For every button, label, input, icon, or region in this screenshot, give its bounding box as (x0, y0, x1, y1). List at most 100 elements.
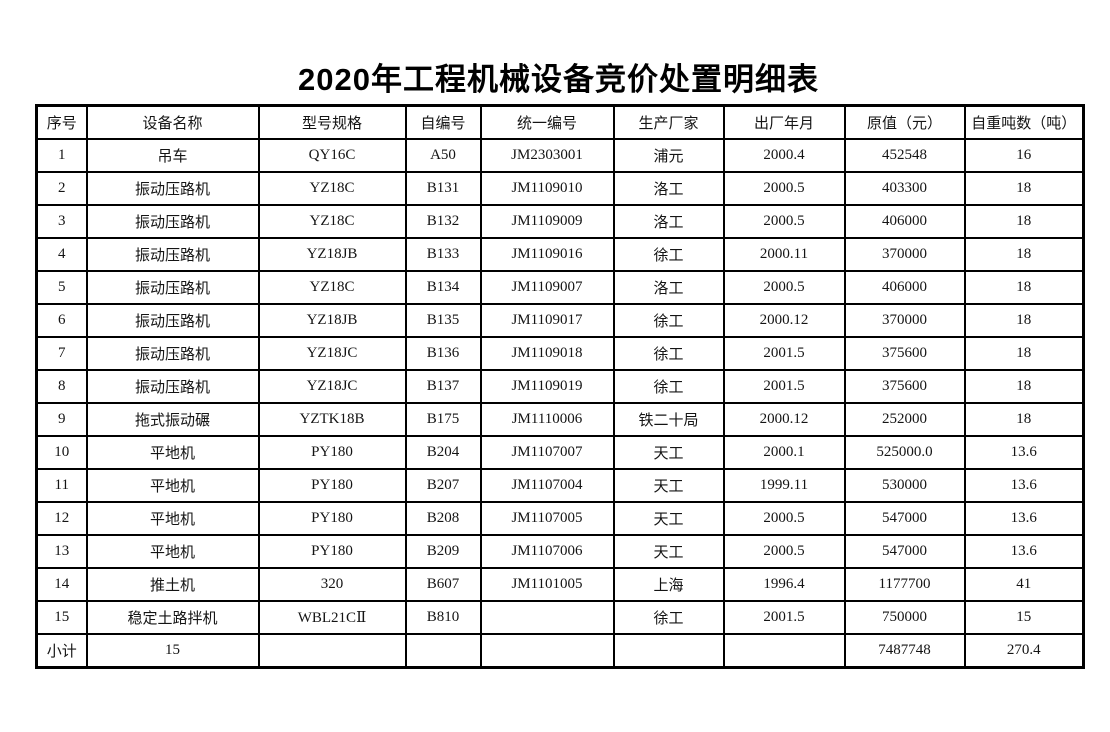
table-cell: 7487748 (843, 633, 966, 669)
column-header: 原值（元） (843, 104, 966, 140)
table-cell: 天工 (612, 435, 725, 470)
column-header: 生产厂家 (612, 104, 725, 140)
table-cell: JM2303001 (479, 138, 615, 173)
table-cell: YZ18JB (257, 237, 407, 272)
table-cell: 振动压路机 (85, 369, 260, 404)
table-cell: 1 (35, 138, 88, 173)
table-cell: PY180 (257, 435, 407, 470)
table-cell: 徐工 (612, 237, 725, 272)
table-cell: JM1109018 (479, 336, 615, 371)
table-cell (722, 633, 846, 669)
table-cell: B133 (404, 237, 482, 272)
table-cell: JM1109016 (479, 237, 615, 272)
table-cell (612, 633, 725, 669)
table-cell: JM1110006 (479, 402, 615, 437)
table-cell: JM1107005 (479, 501, 615, 536)
table-cell (479, 633, 615, 669)
table-cell: JM1101005 (479, 567, 615, 602)
table-cell: 270.4 (963, 633, 1085, 669)
table-cell: B132 (404, 204, 482, 239)
table-cell: 1177700 (843, 567, 966, 602)
table-cell (257, 633, 407, 669)
table-cell: 18 (963, 402, 1085, 437)
table-cell: 525000.0 (843, 435, 966, 470)
table-cell: 小计 (35, 633, 88, 669)
table-cell (404, 633, 482, 669)
table-cell: 13.6 (963, 468, 1085, 503)
table-cell: 18 (963, 303, 1085, 338)
table-cell: JM1109009 (479, 204, 615, 239)
table-row: 13 平地机 PY180 B209 JM1107006 天工 2000.5 547000 13.… (35, 534, 1085, 569)
table-row: 6 振动压路机 YZ18JB B135 JM1109017 徐工 2000.12 370000… (35, 303, 1085, 338)
column-header: 自重吨数（吨） (963, 104, 1085, 140)
table-cell: 13 (35, 534, 88, 569)
table-cell: A50 (404, 138, 482, 173)
table-cell: YZ18JB (257, 303, 407, 338)
table-cell: 天工 (612, 501, 725, 536)
table-cell: B131 (404, 171, 482, 206)
table-cell: 18 (963, 336, 1085, 371)
table-cell: 2001.5 (722, 336, 846, 371)
table-cell: 1996.4 (722, 567, 846, 602)
table-cell: 8 (35, 369, 88, 404)
table-cell: B175 (404, 402, 482, 437)
table-cell: WBL21CⅡ (257, 600, 407, 635)
table-cell: 拖式振动碾 (85, 402, 260, 437)
document-sheet: 2020年工程机械设备竞价处置明细表 序号 设备名称 型号规格 自编号 统一编号 生产厂家… (35, 0, 1085, 669)
table-cell: YZTK18B (257, 402, 407, 437)
column-header: 统一编号 (479, 104, 615, 140)
table-row: 7 振动压路机 YZ18JC B136 JM1109018 徐工 2001.5 375600 1… (35, 336, 1085, 371)
table-cell: 10 (35, 435, 88, 470)
subtotal-row: 小计 15 7487748 270.4 (35, 633, 1085, 669)
table-cell: JM1107006 (479, 534, 615, 569)
table-cell: B208 (404, 501, 482, 536)
table-cell: JM1107004 (479, 468, 615, 503)
column-header: 序号 (35, 104, 88, 140)
table-cell: 稳定土路拌机 (85, 600, 260, 635)
table-cell: 2000.1 (722, 435, 846, 470)
table-cell: 洛工 (612, 171, 725, 206)
table-cell: 7 (35, 336, 88, 371)
table-cell: 推土机 (85, 567, 260, 602)
table-row: 10 平地机 PY180 B204 JM1107007 天工 2000.1 525000.0 1… (35, 435, 1085, 470)
table-cell: 370000 (843, 303, 966, 338)
table-cell: JM1109010 (479, 171, 615, 206)
table-cell: JM1109019 (479, 369, 615, 404)
table-cell: 18 (963, 204, 1085, 239)
table-cell: 406000 (843, 204, 966, 239)
table-cell: YZ18JC (257, 369, 407, 404)
table-cell: 13.6 (963, 501, 1085, 536)
table-cell: B810 (404, 600, 482, 635)
table-cell: 2000.5 (722, 171, 846, 206)
table-cell: 振动压路机 (85, 270, 260, 305)
table-cell: 上海 (612, 567, 725, 602)
table-cell: YZ18JC (257, 336, 407, 371)
table-cell: 2 (35, 171, 88, 206)
table-cell: 3 (35, 204, 88, 239)
table-cell: 振动压路机 (85, 303, 260, 338)
table-cell: PY180 (257, 501, 407, 536)
table-cell: 12 (35, 501, 88, 536)
column-header: 出厂年月 (722, 104, 846, 140)
table-cell: B209 (404, 534, 482, 569)
table-cell: 15 (85, 633, 260, 669)
table-cell: JM1107007 (479, 435, 615, 470)
table-cell: 370000 (843, 237, 966, 272)
table-cell: 41 (963, 567, 1085, 602)
table-cell: 洛工 (612, 204, 725, 239)
column-header: 自编号 (404, 104, 482, 140)
table-cell: 16 (963, 138, 1085, 173)
table-cell: 天工 (612, 534, 725, 569)
table-cell: 2000.5 (722, 501, 846, 536)
table-cell: 铁二十局 (612, 402, 725, 437)
table-cell: 2000.4 (722, 138, 846, 173)
table-cell: 18 (963, 237, 1085, 272)
table-cell: 375600 (843, 369, 966, 404)
table-cell: 平地机 (85, 468, 260, 503)
table-cell: 2000.5 (722, 204, 846, 239)
table-cell: 18 (963, 270, 1085, 305)
table-cell: B135 (404, 303, 482, 338)
table-cell: 452548 (843, 138, 966, 173)
table-row: 15 稳定土路拌机 WBL21CⅡ B810 徐工 2001.5 750000 15 (35, 600, 1085, 635)
table-cell: 406000 (843, 270, 966, 305)
